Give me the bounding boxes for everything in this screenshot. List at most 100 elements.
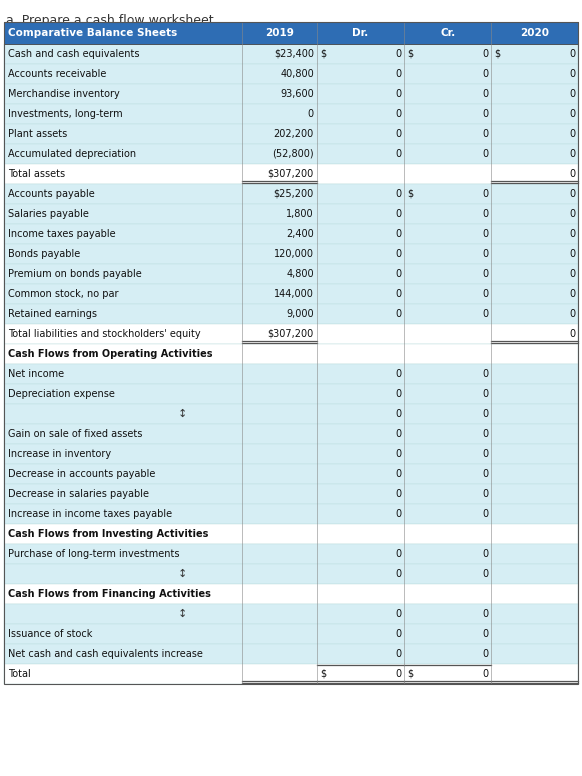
Text: $307,200: $307,200 (268, 169, 314, 179)
Text: Dr.: Dr. (352, 28, 368, 38)
Text: 120,000: 120,000 (274, 249, 314, 259)
Text: 0: 0 (482, 629, 488, 639)
Bar (4, 284, 578, 304)
Bar (4, 164, 578, 184)
Text: 0: 0 (395, 49, 401, 59)
Text: $: $ (320, 669, 326, 679)
Text: 0: 0 (395, 549, 401, 559)
Text: Increase in income taxes payable: Increase in income taxes payable (8, 509, 172, 519)
Text: 2,400: 2,400 (286, 229, 314, 239)
Bar (4, 624, 578, 644)
Text: 0: 0 (482, 449, 488, 459)
Text: (52,800): (52,800) (272, 149, 314, 159)
Text: 144,000: 144,000 (274, 289, 314, 299)
Text: 0: 0 (395, 269, 401, 279)
Text: 0: 0 (395, 429, 401, 439)
Bar (4, 124, 578, 144)
Text: 0: 0 (569, 209, 575, 219)
Text: Premium on bonds payable: Premium on bonds payable (8, 269, 142, 279)
Text: Income taxes payable: Income taxes payable (8, 229, 116, 239)
Text: 0: 0 (482, 309, 488, 319)
Text: Cash Flows from Operating Activities: Cash Flows from Operating Activities (8, 349, 212, 359)
Text: 0: 0 (395, 569, 401, 579)
Bar (4, 484, 578, 504)
Text: 0: 0 (482, 649, 488, 659)
Text: 202,200: 202,200 (274, 129, 314, 139)
Text: 0: 0 (482, 409, 488, 419)
Text: 1,800: 1,800 (286, 209, 314, 219)
Text: 0: 0 (482, 609, 488, 619)
Text: $: $ (494, 49, 501, 59)
Text: Net income: Net income (8, 369, 64, 379)
Text: Gain on sale of fixed assets: Gain on sale of fixed assets (8, 429, 143, 439)
Bar (4, 64, 578, 84)
Text: Decrease in salaries payable: Decrease in salaries payable (8, 489, 149, 499)
Text: 4,800: 4,800 (286, 269, 314, 279)
Bar (4, 644, 578, 664)
Text: 0: 0 (482, 89, 488, 99)
Text: 0: 0 (569, 289, 575, 299)
Text: 0: 0 (569, 169, 575, 179)
Text: 0: 0 (395, 109, 401, 119)
Bar (4, 504, 578, 524)
Bar (4, 22, 578, 684)
Text: 0: 0 (569, 49, 575, 59)
Bar (4, 304, 578, 324)
Text: Depreciation expense: Depreciation expense (8, 389, 115, 399)
Bar (4, 84, 578, 104)
Text: 0: 0 (569, 189, 575, 199)
Text: $: $ (407, 49, 413, 59)
Text: Accounts receivable: Accounts receivable (8, 69, 107, 79)
Text: $: $ (407, 669, 413, 679)
Text: 0: 0 (395, 449, 401, 459)
Text: 0: 0 (482, 69, 488, 79)
Text: Plant assets: Plant assets (8, 129, 68, 139)
Text: 0: 0 (482, 389, 488, 399)
Text: 0: 0 (482, 129, 488, 139)
Text: Increase in inventory: Increase in inventory (8, 449, 111, 459)
Text: 0: 0 (482, 249, 488, 259)
Bar (4, 364, 578, 384)
Bar (4, 584, 578, 604)
Text: Investments, long-term: Investments, long-term (8, 109, 123, 119)
Text: $: $ (407, 189, 413, 199)
Text: Retained earnings: Retained earnings (8, 309, 97, 319)
Text: Decrease in accounts payable: Decrease in accounts payable (8, 469, 155, 479)
Text: 0: 0 (482, 469, 488, 479)
Text: 0: 0 (569, 149, 575, 159)
Bar (4, 44, 578, 64)
Text: 0: 0 (569, 329, 575, 339)
Bar (4, 204, 578, 224)
Text: 0: 0 (569, 249, 575, 259)
Text: 0: 0 (395, 369, 401, 379)
Text: 0: 0 (482, 269, 488, 279)
Text: 0: 0 (482, 109, 488, 119)
Text: Cr.: Cr. (440, 28, 455, 38)
Text: ↕: ↕ (178, 569, 187, 579)
Bar (4, 324, 578, 344)
Text: 2019: 2019 (265, 28, 294, 38)
Text: 0: 0 (569, 309, 575, 319)
Text: 0: 0 (395, 69, 401, 79)
Text: 0: 0 (482, 549, 488, 559)
Bar (4, 384, 578, 404)
Text: Cash Flows from Investing Activities: Cash Flows from Investing Activities (8, 529, 208, 539)
Bar (4, 22, 578, 44)
Text: Total assets: Total assets (8, 169, 65, 179)
Text: ↕: ↕ (178, 609, 187, 619)
Bar (4, 424, 578, 444)
Bar (4, 344, 578, 364)
Text: 0: 0 (395, 629, 401, 639)
Text: 0: 0 (482, 669, 488, 679)
Text: Accumulated depreciation: Accumulated depreciation (8, 149, 136, 159)
Text: 0: 0 (395, 289, 401, 299)
Bar (4, 664, 578, 684)
Bar (4, 604, 578, 624)
Text: 0: 0 (395, 509, 401, 519)
Text: 0: 0 (395, 649, 401, 659)
Text: Cash Flows from Financing Activities: Cash Flows from Financing Activities (8, 589, 211, 599)
Bar (4, 544, 578, 564)
Text: 0: 0 (569, 69, 575, 79)
Text: 0: 0 (395, 489, 401, 499)
Bar (4, 144, 578, 164)
